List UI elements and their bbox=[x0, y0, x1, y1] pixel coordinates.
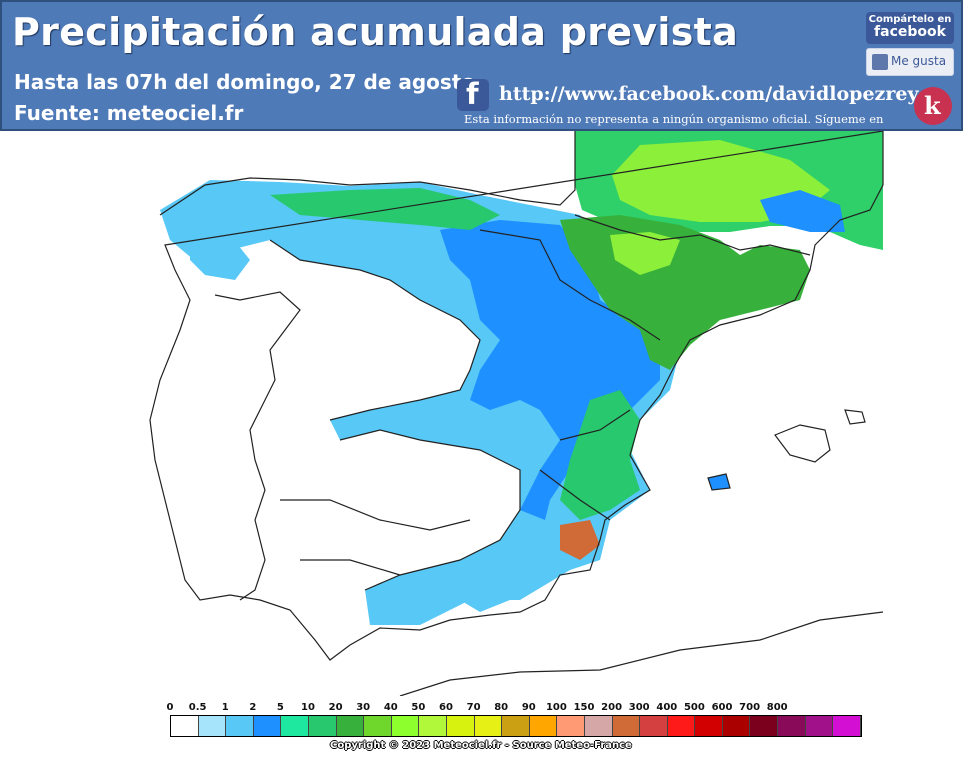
coastline-ibiza bbox=[707, 473, 731, 491]
legend-swatch bbox=[529, 716, 558, 736]
disclaimer-text: Esta información no representa a ningún … bbox=[464, 112, 884, 126]
legend-swatch bbox=[805, 716, 834, 736]
legend-swatch bbox=[281, 716, 309, 736]
legend-swatch bbox=[502, 716, 530, 736]
thumbs-up-icon bbox=[872, 54, 888, 70]
facebook-url-link[interactable]: http://www.facebook.com/davidlopezrey bbox=[499, 83, 919, 105]
legend-label: 20 bbox=[328, 702, 343, 713]
legend-swatch bbox=[612, 716, 641, 736]
legend-label: 70 bbox=[466, 702, 481, 713]
legend-swatch bbox=[446, 716, 475, 736]
legend-label: 80 bbox=[494, 702, 509, 713]
legend-label: 5 bbox=[276, 702, 284, 713]
like-button[interactable]: Me gusta bbox=[866, 48, 954, 76]
border-pyrenees bbox=[574, 214, 811, 256]
share-label: Compártelo en bbox=[868, 14, 952, 25]
precipitation-fields bbox=[160, 131, 883, 625]
legend-label: 90 bbox=[521, 702, 536, 713]
legend-swatch bbox=[557, 716, 585, 736]
border-regions-north bbox=[269, 239, 481, 421]
precip-area-galicia bbox=[190, 235, 250, 280]
legend-label: 2 bbox=[249, 702, 257, 713]
legend-color-bar bbox=[170, 715, 862, 737]
coastline-africa bbox=[399, 611, 884, 696]
facebook-icon[interactable]: f bbox=[457, 77, 489, 111]
share-facebook-button[interactable]: Compártelo en facebook bbox=[866, 12, 954, 44]
precip-area-valencia-green bbox=[560, 390, 640, 520]
coastline-mallorca bbox=[774, 424, 831, 463]
legend-swatch bbox=[778, 716, 806, 736]
legend-swatch bbox=[667, 716, 696, 736]
legend-label: 200 bbox=[601, 702, 623, 713]
legend-swatch bbox=[695, 716, 723, 736]
share-brand: facebook bbox=[874, 24, 946, 40]
legend-swatch bbox=[226, 716, 254, 736]
border-regions-center bbox=[339, 429, 521, 591]
copyright-text: Copyright © 2023 Meteociel.fr - Source M… bbox=[330, 740, 632, 751]
border-portugal bbox=[214, 291, 301, 601]
legend-swatch bbox=[171, 716, 199, 736]
border-regions-south bbox=[280, 499, 471, 576]
map-borders bbox=[149, 131, 884, 696]
forecast-period: Hasta las 07h del domingo, 27 de agosto bbox=[14, 70, 476, 94]
coastline-menorca bbox=[844, 409, 866, 425]
precip-area-aragon-lime bbox=[610, 232, 680, 275]
legend-label: 300 bbox=[628, 702, 650, 713]
coastline-peninsula bbox=[149, 131, 884, 661]
legend-label: 60 bbox=[439, 702, 453, 713]
legend-label: 700 bbox=[739, 702, 761, 713]
precip-area-orange bbox=[560, 520, 600, 560]
legend-swatch bbox=[253, 716, 282, 736]
page-title: Precipitación acumulada prevista bbox=[12, 10, 739, 54]
legend-swatch bbox=[750, 716, 779, 736]
legend-swatch bbox=[198, 716, 227, 736]
precip-area-cantabria-green bbox=[270, 188, 500, 230]
legend-swatch bbox=[833, 716, 861, 736]
legend-label: 50 bbox=[411, 702, 426, 713]
legend-label: 150 bbox=[573, 702, 595, 713]
legend-label: 30 bbox=[356, 702, 371, 713]
legend-label: 100 bbox=[545, 702, 567, 713]
legend-label: 40 bbox=[383, 702, 398, 713]
legend-swatch bbox=[474, 716, 503, 736]
legend-label: 500 bbox=[683, 702, 705, 713]
legend-label: 0 bbox=[166, 702, 174, 713]
legend-swatch bbox=[419, 716, 447, 736]
border-regions-east bbox=[479, 229, 661, 521]
precip-area-murcia bbox=[460, 575, 510, 612]
legend-label: 400 bbox=[656, 702, 678, 713]
legend-label: 800 bbox=[766, 702, 788, 713]
precipitation-map bbox=[149, 131, 884, 696]
legend-swatch bbox=[391, 716, 420, 736]
data-source: Fuente: meteociel.fr bbox=[14, 101, 244, 125]
legend-swatch bbox=[336, 716, 365, 736]
precip-area-ibiza bbox=[708, 474, 730, 490]
legend-swatch bbox=[640, 716, 668, 736]
precip-area-france-blue bbox=[760, 190, 845, 232]
like-label: Me gusta bbox=[891, 54, 947, 68]
header-banner: Precipitación acumulada prevista Hasta l… bbox=[0, 0, 963, 131]
precip-area-ebro-blue bbox=[440, 220, 660, 520]
author-logo-icon[interactable]: k bbox=[914, 87, 952, 125]
legend-label: 1 bbox=[221, 702, 229, 713]
legend-label: 0.5 bbox=[188, 702, 207, 713]
legend-scale-labels: 0 0.5 1 2 5 10 20 30 40 50 60 70 80 90 100 150 200 300 400… bbox=[163, 702, 803, 716]
legend-label: 10 bbox=[301, 702, 315, 713]
legend-swatch bbox=[364, 716, 392, 736]
legend-swatch bbox=[308, 716, 337, 736]
legend-label: 600 bbox=[711, 702, 733, 713]
legend-swatch bbox=[584, 716, 613, 736]
legend-swatch bbox=[722, 716, 751, 736]
